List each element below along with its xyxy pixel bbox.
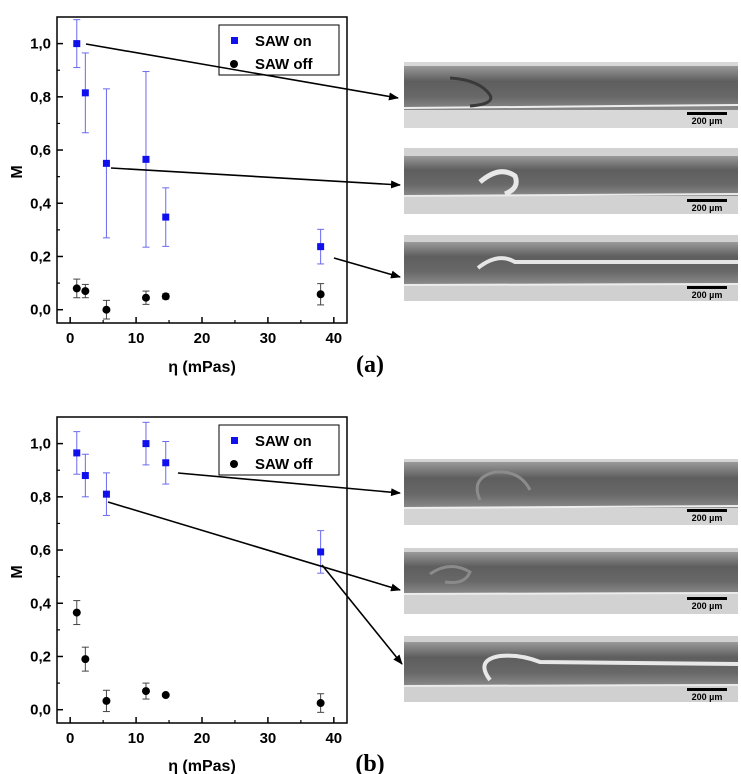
legend-marker-saw-on xyxy=(231,37,238,44)
x-tick-label: 40 xyxy=(325,730,342,747)
scalebar-label: 200 µm xyxy=(692,203,723,213)
data-point-saw-on xyxy=(102,490,110,498)
data-point-saw-on xyxy=(142,440,150,448)
scalebar xyxy=(687,286,727,289)
data-point-saw-off xyxy=(72,284,81,293)
y-tick-label: 0,8 xyxy=(30,89,51,106)
arrow-b2 xyxy=(107,501,401,592)
legend-box xyxy=(218,424,340,476)
panel-a: 0 10 20 30 40 0,0 0,2 0,4 0,6 0,8 1,0 SAW on SAW o… xyxy=(9,16,739,378)
x-axis-label: η (mPas) xyxy=(168,359,236,376)
x-tick-label: 30 xyxy=(260,330,277,347)
data-point-saw-on xyxy=(81,89,89,97)
y-tick-label: 0,6 xyxy=(30,542,51,559)
y-tick-label: 0,0 xyxy=(30,302,51,319)
y-axis-label: M xyxy=(9,165,26,178)
legend: SAW on SAW off xyxy=(218,24,340,76)
legend-label-saw-off: SAW off xyxy=(255,456,313,473)
x-axis-label: η (mPas) xyxy=(168,758,236,774)
x-tick-label: 10 xyxy=(128,730,145,747)
x-tick-label: 20 xyxy=(194,330,211,347)
scalebar-label: 200 µm xyxy=(692,692,723,702)
scalebar-label: 200 µm xyxy=(692,513,723,523)
panel-b: 0 10 20 30 40 0,0 0,2 0,4 0,6 0,8 1,0 SAW on SAW o… xyxy=(9,416,739,774)
scalebar xyxy=(687,509,727,512)
data-point-saw-on xyxy=(73,449,81,457)
data-point-saw-off xyxy=(316,290,325,299)
y-tick-label: 1,0 xyxy=(30,36,51,53)
scalebar xyxy=(687,597,727,600)
data-point-saw-on xyxy=(102,159,110,167)
arrow-a1 xyxy=(85,43,399,101)
micrograph-b1: 200 µm xyxy=(403,459,739,525)
panel-label-a: (a) xyxy=(356,352,384,378)
x-tick-label: 40 xyxy=(325,330,342,347)
legend-box xyxy=(218,24,340,76)
data-point-saw-off xyxy=(102,696,111,705)
scalebar-label: 200 µm xyxy=(692,601,723,611)
y-tick-label: 0,6 xyxy=(30,142,51,159)
scalebar-label: 200 µm xyxy=(692,116,723,126)
x-tick-label: 0 xyxy=(66,730,74,747)
arrow-b3 xyxy=(321,564,403,665)
data-point-saw-off xyxy=(81,287,90,296)
scalebar xyxy=(687,112,727,115)
scalebar xyxy=(687,199,727,202)
legend-marker-saw-off xyxy=(230,460,238,468)
legend-marker-saw-off xyxy=(230,60,238,68)
data-point-saw-on xyxy=(73,40,81,48)
data-point-saw-off xyxy=(81,655,90,664)
arrow-a2 xyxy=(110,167,401,189)
data-point-saw-on xyxy=(317,243,325,251)
y-tick-label: 0,0 xyxy=(30,702,51,719)
micrograph-a1: 200 µm xyxy=(403,62,739,128)
legend-label-saw-on: SAW on xyxy=(255,433,312,450)
x-tick-label: 20 xyxy=(194,730,211,747)
arrow-b1 xyxy=(177,472,401,497)
data-point-saw-off xyxy=(316,699,325,708)
data-point-saw-off xyxy=(72,608,81,617)
panel-label-b: (b) xyxy=(355,751,384,774)
data-point-saw-on xyxy=(81,472,89,480)
y-tick-label: 0,4 xyxy=(30,595,52,612)
x-tick-label: 0 xyxy=(66,330,74,347)
arrow-a3 xyxy=(333,257,401,279)
legend-label-saw-on: SAW on xyxy=(255,33,312,50)
x-tick-label: 30 xyxy=(260,730,277,747)
data-point-saw-off xyxy=(141,293,150,302)
y-tick-label: 1,0 xyxy=(30,436,51,453)
micrograph-a2: 200 µm xyxy=(403,148,739,214)
y-axis-label: M xyxy=(9,565,26,578)
data-point-saw-on xyxy=(142,155,150,163)
data-point-saw-on xyxy=(162,213,170,221)
data-point-saw-on xyxy=(162,459,170,467)
micrograph-b3: 200 µm xyxy=(403,636,739,702)
scalebar xyxy=(687,688,727,691)
y-tick-label: 0,4 xyxy=(30,195,52,212)
data-point-saw-off xyxy=(102,305,111,314)
x-tick-label: 10 xyxy=(128,330,145,347)
y-tick-label: 0,8 xyxy=(30,489,51,506)
micrograph-a3: 200 µm xyxy=(403,235,739,301)
legend-label-saw-off: SAW off xyxy=(255,56,313,73)
micrograph-b2: 200 µm xyxy=(403,548,739,614)
data-point-saw-off xyxy=(161,691,170,700)
data-point-saw-on xyxy=(317,548,325,556)
legend: SAW on SAW off xyxy=(218,424,340,476)
scalebar-label: 200 µm xyxy=(692,290,723,300)
legend-marker-saw-on xyxy=(231,437,238,444)
data-point-saw-off xyxy=(161,292,170,301)
y-tick-label: 0,2 xyxy=(30,248,51,265)
data-point-saw-off xyxy=(141,687,150,696)
y-tick-label: 0,2 xyxy=(30,648,51,665)
